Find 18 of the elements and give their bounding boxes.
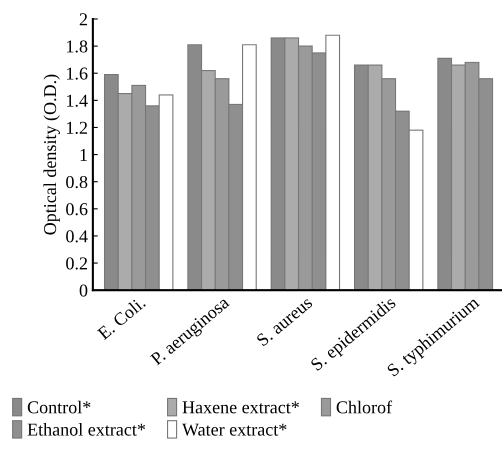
y-tick-label: 0.2 xyxy=(66,257,88,270)
legend-label: Haxene extract* xyxy=(182,401,299,414)
y-tick-label: 1.2 xyxy=(67,122,88,134)
legend-label: Control* xyxy=(28,400,90,414)
y-tick-label: 0 xyxy=(80,284,88,297)
y-tick-label: 0.8 xyxy=(66,176,88,188)
y-tick-label: 0.6 xyxy=(66,203,88,216)
y-tick-label: 0.4 xyxy=(66,230,88,242)
legend-label: Chlorof xyxy=(336,400,392,414)
y-tick-label: 1 xyxy=(80,148,87,161)
y-axis-title: Optical density (O.D.) xyxy=(43,74,60,235)
legend-label: Water extract* xyxy=(182,424,286,436)
y-tick-label: 1.8 xyxy=(67,40,88,53)
y-tick-label: 1.4 xyxy=(67,94,88,107)
y-tick-label: 1.6 xyxy=(67,68,88,80)
y-tick-label: 2 xyxy=(80,13,88,26)
legend-label: Ethanol extract* xyxy=(28,422,146,436)
x-tick-label: E. Coli. xyxy=(96,296,146,340)
